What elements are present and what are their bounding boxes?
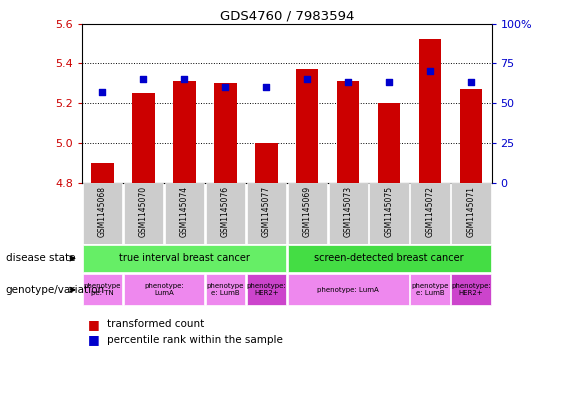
Point	[262, 84, 271, 90]
Point	[180, 76, 189, 83]
Bar	[410, 274, 450, 305]
Bar	[132, 93, 155, 183]
Point	[467, 79, 476, 86]
Text: GSM1145075: GSM1145075	[385, 186, 394, 237]
Bar	[164, 183, 204, 244]
Text: phenotype
e: LumB: phenotype e: LumB	[411, 283, 449, 296]
Bar	[378, 103, 401, 183]
Point	[303, 76, 312, 83]
Bar	[82, 183, 122, 244]
Text: phenotype:
HER2+: phenotype: HER2+	[451, 283, 491, 296]
Bar	[214, 83, 237, 183]
Point	[425, 68, 434, 75]
Text: GDS4760 / 7983594: GDS4760 / 7983594	[220, 10, 354, 23]
Text: GSM1145076: GSM1145076	[221, 186, 230, 237]
Bar	[246, 274, 286, 305]
Text: GSM1145070: GSM1145070	[139, 186, 148, 237]
Text: screen-detected breast cancer: screen-detected breast cancer	[314, 253, 464, 263]
Text: GSM1145073: GSM1145073	[344, 186, 353, 237]
Bar	[246, 183, 286, 244]
Bar	[288, 245, 491, 272]
Bar	[124, 183, 163, 244]
Bar	[82, 245, 286, 272]
Text: GSM1145072: GSM1145072	[425, 186, 434, 237]
Text: GSM1145068: GSM1145068	[98, 186, 107, 237]
Bar	[206, 274, 245, 305]
Bar	[370, 183, 409, 244]
Bar	[460, 89, 483, 183]
Bar	[328, 183, 368, 244]
Text: phenotype
pe: TN: phenotype pe: TN	[84, 283, 121, 296]
Text: GSM1145074: GSM1145074	[180, 186, 189, 237]
Bar	[288, 274, 409, 305]
Bar	[124, 274, 204, 305]
Text: phenotype:
HER2+: phenotype: HER2+	[246, 283, 286, 296]
Text: ■: ■	[88, 318, 99, 331]
Text: disease state: disease state	[6, 253, 75, 263]
Text: true interval breast cancer: true interval breast cancer	[119, 253, 250, 263]
Bar	[255, 143, 277, 183]
Bar	[451, 183, 491, 244]
Point	[221, 84, 230, 90]
Text: percentile rank within the sample: percentile rank within the sample	[107, 335, 283, 345]
Bar	[288, 183, 327, 244]
Bar	[337, 81, 359, 183]
Point	[98, 89, 107, 95]
Text: genotype/variation: genotype/variation	[6, 285, 105, 295]
Bar	[410, 183, 450, 244]
Bar	[82, 274, 122, 305]
Text: phenotype:
LumA: phenotype: LumA	[144, 283, 184, 296]
Bar	[451, 274, 491, 305]
Text: transformed count: transformed count	[107, 319, 205, 329]
Point	[344, 79, 353, 86]
Text: GSM1145069: GSM1145069	[303, 186, 312, 237]
Text: GSM1145071: GSM1145071	[467, 186, 476, 237]
Point	[385, 79, 394, 86]
Text: phenotype: LumA: phenotype: LumA	[318, 287, 379, 293]
Bar	[296, 69, 319, 183]
Point	[139, 76, 148, 83]
Bar	[91, 163, 114, 183]
Text: GSM1145077: GSM1145077	[262, 186, 271, 237]
Bar	[206, 183, 245, 244]
Text: phenotype
e: LumB: phenotype e: LumB	[207, 283, 244, 296]
Text: ■: ■	[88, 333, 99, 347]
Bar	[419, 39, 441, 183]
Bar	[173, 81, 195, 183]
